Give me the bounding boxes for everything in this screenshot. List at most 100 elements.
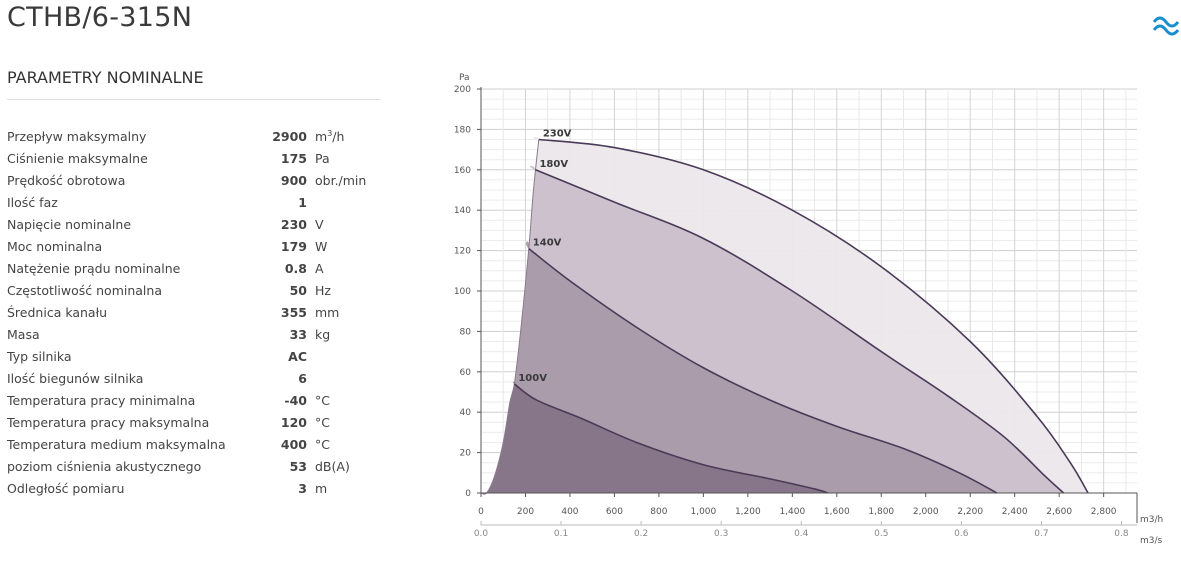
param-label: Napięcie nominalne (7, 217, 132, 232)
wave-logo-icon[interactable] (1150, 8, 1181, 48)
y-axis-label: Pa (459, 73, 470, 83)
param-value: 3 (298, 481, 307, 496)
param-row: Temperatura pracy minimalna -40 °C (7, 390, 387, 412)
param-label: Typ silnika (7, 349, 72, 364)
param-value: 120 (280, 415, 307, 430)
x-tick-label: 200 (517, 507, 534, 517)
y-tick-label: 200 (454, 85, 471, 95)
x-tick-label: 0 (478, 507, 484, 517)
y-tick-label: 20 (460, 449, 472, 459)
x-tick-label: 1,000 (690, 507, 716, 517)
x-tick-label: 1,400 (779, 507, 805, 517)
x-tick-label: 1,600 (824, 507, 850, 517)
y-tick-label: 140 (454, 206, 471, 216)
series-label: 100V (518, 373, 547, 384)
series-line-140v (528, 247, 998, 494)
x-tick-label: 2,200 (957, 507, 983, 517)
param-label: Temperatura medium maksymalna (7, 437, 226, 452)
param-unit: mm (315, 305, 340, 320)
param-label: Przepływ maksymalny (7, 129, 147, 144)
param-row: Moc nominalna 179 W (7, 236, 387, 258)
y-tick-label: 100 (454, 287, 471, 297)
param-unit: obr./min (315, 173, 367, 188)
param-row: Natężenie prądu nominalne 0.8 A (7, 258, 387, 280)
param-unit: m3/h (315, 128, 345, 144)
param-value: 230 (280, 217, 307, 232)
param-unit: Hz (315, 283, 331, 298)
x-tick-label: 1,200 (735, 507, 761, 517)
series-line-230v (538, 138, 1089, 494)
param-value: 33 (289, 327, 307, 342)
param-unit: °C (315, 415, 330, 430)
series-label: 180V (539, 159, 568, 170)
param-value: 400 (280, 437, 307, 452)
param-value: -40 (284, 393, 307, 408)
x-tick-label: 2,000 (913, 507, 939, 517)
param-row: poziom ciśnienia akustycznego 53 dB(A) (7, 456, 387, 478)
param-row: Napięcie nominalne 230 V (7, 214, 387, 236)
x-tick-label: 1,800 (868, 507, 894, 517)
param-unit: Pa (315, 151, 330, 166)
param-row: Temperatura medium maksymalna 400 °C (7, 434, 387, 456)
param-value: 175 (280, 151, 307, 166)
x2-tick-label: 0.2 (634, 529, 648, 539)
y-tick-label: 80 (460, 327, 472, 337)
x2-axis-label: m3/s (1140, 536, 1163, 546)
param-row: Masa 33 kg (7, 324, 387, 346)
param-value: 1 (298, 195, 307, 210)
param-value: 50 (289, 283, 307, 298)
x2-tick-label: 0.8 (1114, 529, 1129, 539)
series-line-180v (535, 169, 1065, 494)
y-tick-label: 120 (454, 247, 471, 257)
unit-superscript: 3 (327, 128, 333, 138)
param-row: Ilość faz 1 (7, 192, 387, 214)
section-title: PARAMETRY NOMINALNE (7, 68, 204, 87)
param-unit: V (315, 217, 324, 232)
param-label: Masa (7, 327, 40, 342)
x-tick-label: 600 (606, 507, 623, 517)
param-unit: °C (315, 393, 330, 408)
x-tick-label: 2,600 (1046, 507, 1072, 517)
x-axis-label: m3/h (1140, 515, 1163, 525)
x2-tick-label: 0.3 (714, 529, 728, 539)
param-unit: °C (315, 437, 330, 452)
param-row: Średnica kanału 355 mm (7, 302, 387, 324)
param-row: Prędkość obrotowa 900 obr./min (7, 170, 387, 192)
param-row: Temperatura pracy maksymalna 120 °C (7, 412, 387, 434)
x2-tick-label: 0.4 (794, 529, 809, 539)
param-label: Temperatura pracy minimalna (7, 393, 196, 408)
y-tick-label: 0 (465, 489, 471, 499)
param-label: Średnica kanału (7, 305, 108, 320)
param-value: 2900 (272, 129, 307, 144)
series-label: 140V (533, 238, 562, 249)
y-tick-label: 160 (454, 166, 471, 176)
x-tick-label: 2,400 (1002, 507, 1028, 517)
area-100v (481, 381, 828, 495)
param-label: Ciśnienie maksymalne (7, 151, 148, 166)
param-label: Ilość biegunów silnika (7, 371, 144, 386)
y-tick-label: 180 (454, 125, 471, 135)
x2-tick-label: 0.6 (954, 529, 969, 539)
param-unit: W (315, 239, 328, 254)
parameters-table: Przepływ maksymalny 2900 m3/h Ciśnienie mak… (7, 126, 387, 500)
param-row: Ilość biegunów silnika 6 (7, 368, 387, 390)
param-row: Typ silnika AC (7, 346, 387, 368)
param-label: Moc nominalna (7, 239, 103, 254)
param-unit: m (315, 481, 328, 496)
param-unit: A (315, 261, 324, 276)
product-title: CTHB/6-315N (7, 2, 193, 33)
x2-tick-label: 0.0 (474, 529, 489, 539)
param-row: Ciśnienie maksymalne 175 Pa (7, 148, 387, 170)
y-tick-label: 40 (460, 408, 472, 418)
x2-tick-label: 0.5 (874, 529, 888, 539)
param-row: Odległość pomiaru 3 m (7, 478, 387, 500)
param-unit: dB(A) (315, 459, 350, 474)
param-label: Odległość pomiaru (7, 481, 125, 496)
param-value: 355 (280, 305, 307, 320)
param-unit: kg (315, 327, 331, 342)
param-label: Temperatura pracy maksymalna (7, 415, 210, 430)
fan-performance-chart: 230V 180V 140V 100V 0 20 40 60 80 100 120 140 160 180… (454, 73, 1163, 546)
param-label: Ilość faz (7, 195, 58, 210)
param-label: poziom ciśnienia akustycznego (7, 459, 202, 474)
series-line-100v (513, 383, 829, 494)
